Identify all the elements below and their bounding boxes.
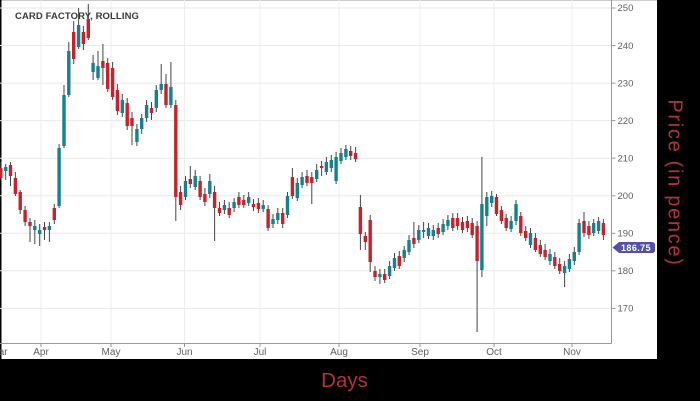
svg-text:Mar: Mar [0,347,8,358]
svg-text:220: 220 [618,116,634,127]
svg-text:180: 180 [618,266,634,277]
svg-text:Oct: Oct [486,347,502,358]
svg-text:Jun: Jun [176,347,192,358]
svg-text:186.75: 186.75 [621,243,651,253]
svg-text:Price (in pence): Price (in pence) [664,99,686,266]
svg-text:250: 250 [618,3,634,14]
svg-text:May: May [102,347,121,358]
svg-text:Sep: Sep [411,347,429,358]
svg-text:230: 230 [618,78,634,89]
svg-text:200: 200 [618,191,634,202]
svg-text:CARD FACTORY, ROLLING: CARD FACTORY, ROLLING [15,11,139,22]
svg-text:Aug: Aug [330,347,348,358]
svg-text:170: 170 [618,304,634,315]
svg-text:190: 190 [618,229,634,240]
svg-text:Jul: Jul [254,347,267,358]
svg-text:Nov: Nov [563,347,581,358]
svg-text:210: 210 [618,153,634,164]
svg-text:240: 240 [618,41,634,52]
svg-text:Days: Days [321,369,368,392]
svg-text:Apr: Apr [33,347,49,358]
